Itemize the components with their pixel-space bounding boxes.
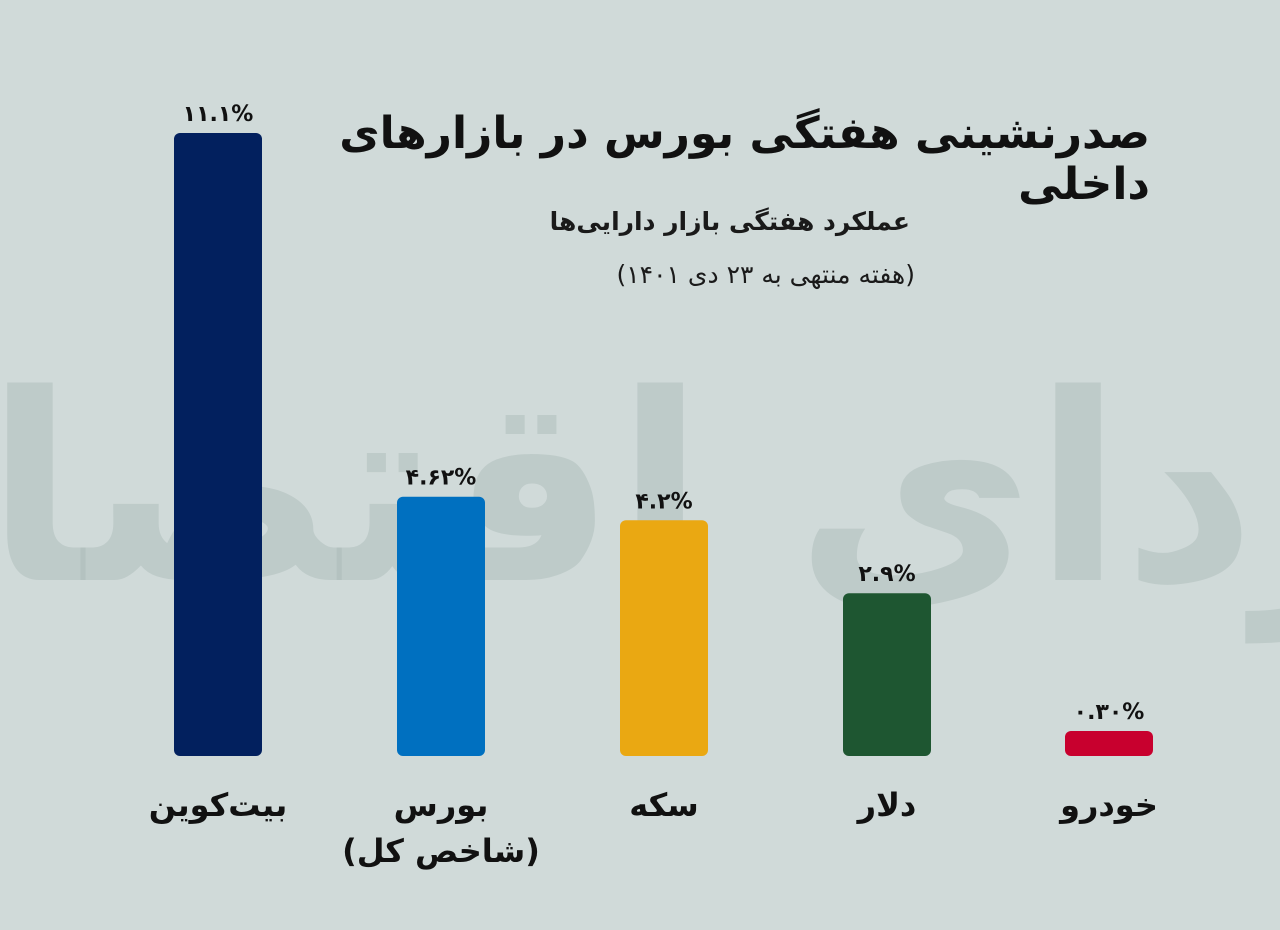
bar-4	[843, 593, 931, 756]
category-label-4: دلار	[856, 786, 917, 824]
category-label-1: بیت‌کوین	[149, 786, 287, 824]
category-label-5: خودرو	[1058, 786, 1158, 824]
value-label-2: ۴.۶۲%	[406, 466, 477, 491]
bar-5	[1065, 731, 1153, 756]
bars-layer	[174, 133, 1153, 756]
value-label-3: ۴.۲%	[635, 489, 692, 514]
category-labels-layer: بیت‌کوین بورس (شاخص کل) سکه دلار خودرو	[149, 786, 1158, 870]
category-label-3: سکه	[629, 786, 698, 824]
value-label-4: ۲.۹%	[858, 562, 915, 587]
bar-1	[174, 133, 262, 756]
date-note: (هفته منتهی به ۲۳ دی ۱۴۰۱)	[616, 260, 915, 289]
value-label-1: ۱۱.۱%	[183, 102, 254, 127]
value-label-5: ۰.۳۰%	[1074, 700, 1145, 725]
value-labels-layer: ۱۱.۱% ۴.۶۲% ۴.۲% ۲.۹% ۰.۳۰%	[183, 102, 1145, 725]
chart-subtitle: عملکرد هفتگی بازار دارایی‌ها	[549, 207, 910, 236]
bar-3	[620, 520, 708, 756]
bar-2	[397, 496, 485, 756]
category-label-2-line-2: (شاخص کل)	[342, 832, 540, 870]
category-label-2-line-1: بورس	[394, 786, 489, 824]
chart-title: صدرنشینی هفتگی بورس در بازارهای داخلی	[339, 108, 1150, 210]
